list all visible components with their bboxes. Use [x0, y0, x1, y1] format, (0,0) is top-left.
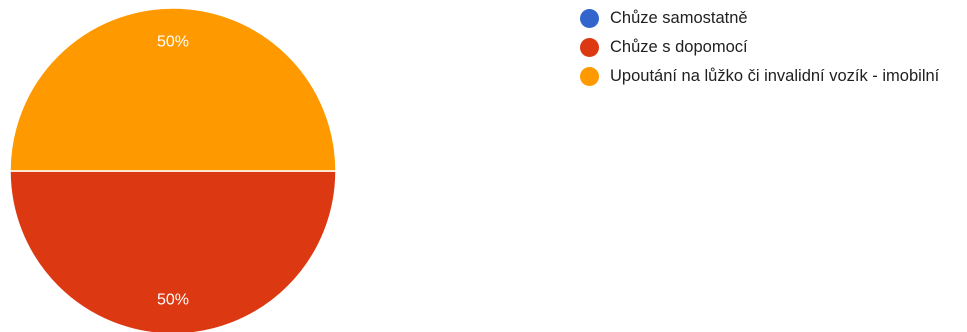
slice-chuze-s-dopomoci[interactable] — [9, 170, 337, 332]
legend-item-upoutani-imobilni[interactable]: Upoutání na lůžko či invalidní vozík - i… — [580, 66, 960, 87]
legend-label-chuze-s-dopomoci: Chůze s dopomocí — [610, 38, 748, 56]
slice-label-upoutani-imobilni: 50% — [157, 34, 189, 51]
legend-swatch-chuze-samostatne — [580, 9, 599, 28]
slice-label-chuze-s-dopomoci: 50% — [157, 291, 189, 308]
legend-item-chuze-s-dopomoci[interactable]: Chůze s dopomocí — [580, 37, 960, 58]
chart-legend: Chůze samostatně Chůze s dopomocí Upoutá… — [580, 8, 960, 95]
legend-item-chuze-samostatne[interactable]: Chůze samostatně — [580, 8, 960, 29]
pie-plot-area: 50% 50% — [9, 7, 337, 332]
legend-label-upoutani-imobilni: Upoutání na lůžko či invalidní vozík - i… — [610, 67, 940, 85]
legend-swatch-upoutani-imobilni — [580, 67, 599, 86]
legend-swatch-chuze-s-dopomoci — [580, 38, 599, 57]
legend-label-chuze-samostatne: Chůze samostatně — [610, 9, 748, 27]
slice-upoutani-imobilni[interactable] — [9, 7, 337, 172]
